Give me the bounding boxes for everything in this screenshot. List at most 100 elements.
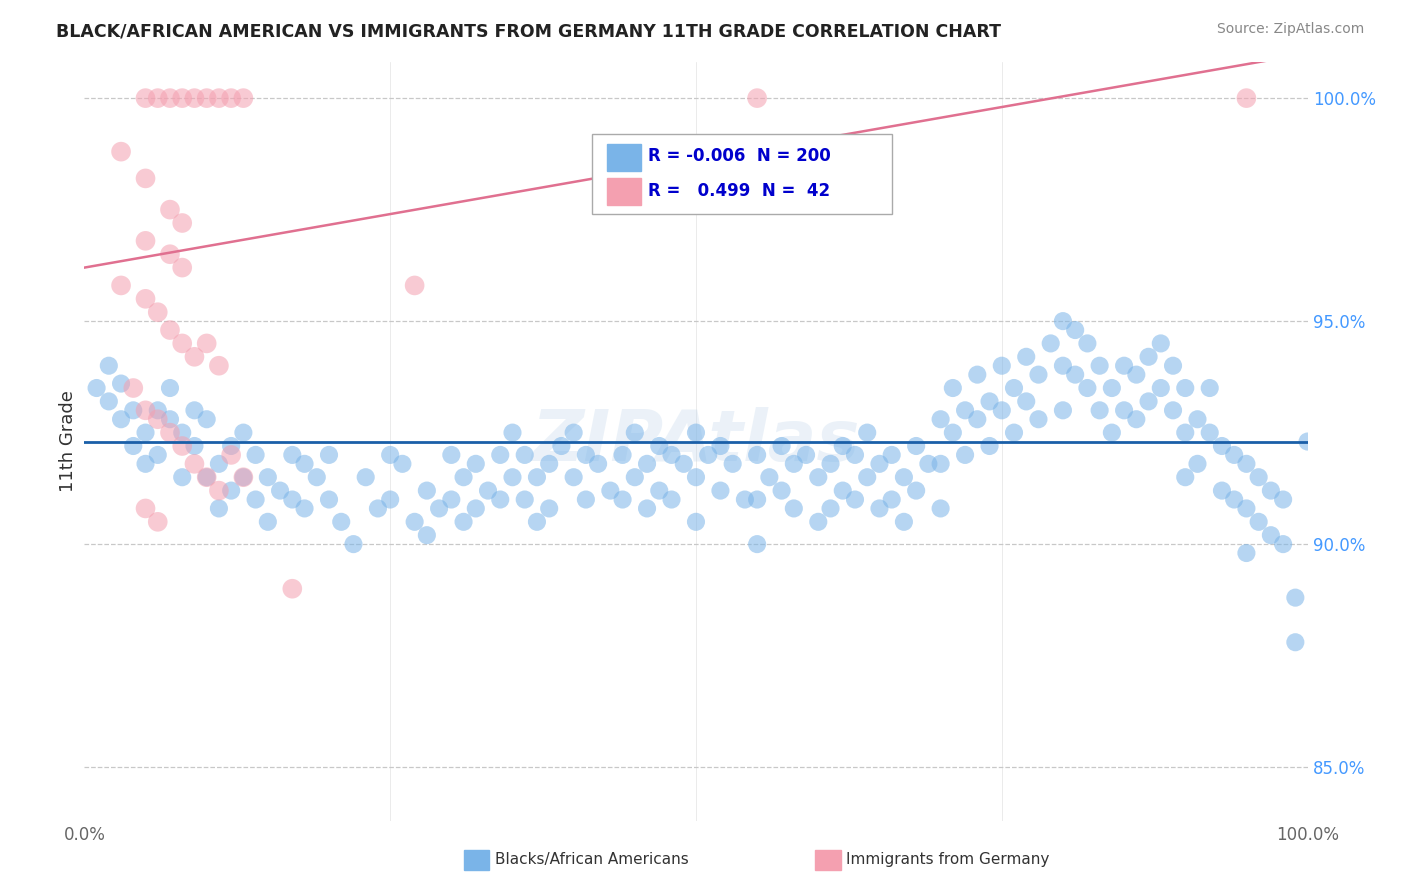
Point: [1260, 528, 1282, 542]
Point: [1052, 403, 1074, 417]
Point: [1198, 381, 1220, 395]
Point: [917, 457, 939, 471]
Point: [1052, 359, 1074, 373]
Point: [281, 448, 304, 462]
Point: [893, 515, 915, 529]
Point: [146, 448, 169, 462]
Point: [1174, 381, 1197, 395]
Point: [1174, 425, 1197, 440]
Point: [281, 492, 304, 507]
Point: [159, 91, 181, 105]
Point: [880, 448, 903, 462]
Point: [831, 483, 853, 498]
Point: [1076, 336, 1098, 351]
Point: [232, 425, 254, 440]
Point: [1137, 394, 1160, 409]
Point: [183, 91, 205, 105]
FancyBboxPatch shape: [592, 135, 891, 214]
Point: [1174, 470, 1197, 484]
Point: [183, 403, 205, 417]
Point: [159, 412, 181, 426]
Point: [159, 247, 181, 261]
Point: [526, 470, 548, 484]
Point: [1076, 381, 1098, 395]
Point: [146, 515, 169, 529]
Point: [172, 425, 194, 440]
Point: [624, 425, 647, 440]
Point: [159, 202, 181, 217]
Point: [1284, 635, 1306, 649]
Point: [281, 582, 304, 596]
Point: [1150, 381, 1173, 395]
Point: [219, 91, 242, 105]
Point: [685, 515, 707, 529]
Point: [893, 470, 915, 484]
Point: [380, 448, 402, 462]
Point: [905, 439, 928, 453]
Point: [172, 336, 194, 351]
Point: [1039, 336, 1062, 351]
Point: [172, 216, 194, 230]
Point: [880, 492, 903, 507]
Point: [330, 515, 353, 529]
Point: [86, 381, 108, 395]
Point: [794, 448, 817, 462]
Point: [648, 439, 671, 453]
Text: ZIPAtlas: ZIPAtlas: [531, 407, 860, 476]
Point: [318, 448, 340, 462]
Point: [747, 492, 769, 507]
Point: [477, 483, 499, 498]
Point: [183, 350, 205, 364]
Y-axis label: 11th Grade: 11th Grade: [59, 391, 77, 492]
Point: [758, 470, 780, 484]
Point: [844, 492, 866, 507]
Point: [159, 323, 181, 337]
Point: [1101, 425, 1123, 440]
Text: BLACK/AFRICAN AMERICAN VS IMMIGRANTS FROM GERMANY 11TH GRADE CORRELATION CHART: BLACK/AFRICAN AMERICAN VS IMMIGRANTS FRO…: [56, 22, 1001, 40]
Point: [1150, 336, 1173, 351]
Point: [1015, 394, 1038, 409]
Point: [709, 439, 731, 453]
Point: [232, 470, 254, 484]
Point: [1236, 91, 1258, 105]
Point: [135, 91, 157, 105]
Point: [110, 145, 132, 159]
Point: [562, 425, 585, 440]
Point: [991, 359, 1014, 373]
Point: [942, 425, 965, 440]
Bar: [606, 178, 641, 205]
Text: Immigrants from Germany: Immigrants from Germany: [846, 853, 1050, 867]
Bar: [606, 145, 641, 171]
Point: [807, 470, 830, 484]
Point: [747, 448, 769, 462]
Point: [820, 501, 842, 516]
Point: [942, 381, 965, 395]
Point: [305, 470, 328, 484]
Point: [97, 394, 120, 409]
Point: [636, 457, 658, 471]
Text: Blacks/African Americans: Blacks/African Americans: [495, 853, 689, 867]
Point: [1211, 483, 1233, 498]
Point: [636, 501, 658, 516]
Point: [502, 470, 524, 484]
Point: [367, 501, 389, 516]
Point: [1260, 483, 1282, 498]
Point: [1137, 350, 1160, 364]
Point: [586, 457, 609, 471]
Point: [195, 470, 218, 484]
Point: [1088, 359, 1111, 373]
Point: [453, 515, 475, 529]
Point: [427, 501, 450, 516]
Point: [747, 91, 769, 105]
Point: [172, 470, 194, 484]
Point: [135, 234, 157, 248]
Point: [195, 412, 218, 426]
Point: [269, 483, 291, 498]
Point: [294, 457, 316, 471]
Point: [1161, 359, 1184, 373]
Point: [219, 483, 242, 498]
Point: [208, 501, 231, 516]
Point: [1296, 434, 1319, 449]
Point: [183, 457, 205, 471]
Point: [146, 412, 169, 426]
